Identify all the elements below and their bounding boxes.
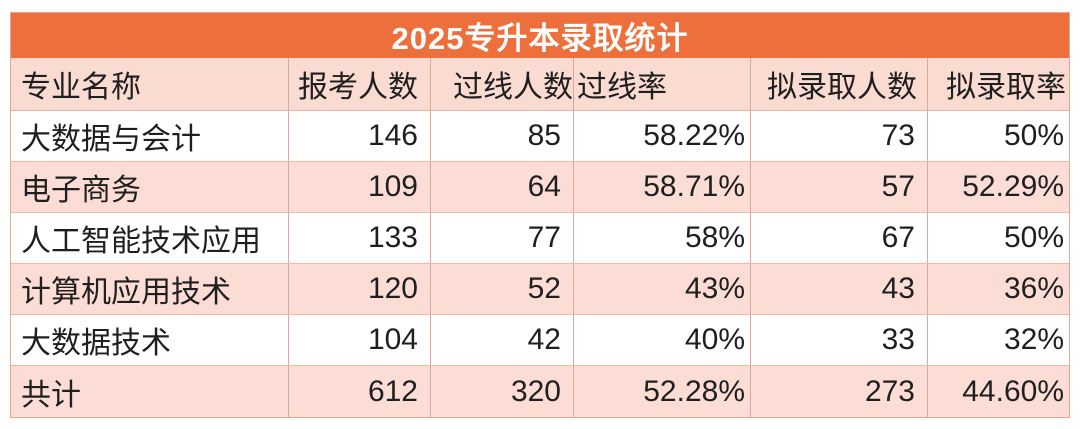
cell-admitted: 67 [751,213,928,263]
cell-major: 电子商务 [11,162,289,212]
cell-admit-rate: 50% [1003,221,1064,254]
cell-passed: 52 [431,264,574,314]
cell-applicants: 109 [289,162,431,212]
cell-passed: 64 [431,162,574,212]
cell-passed: 85 [431,111,574,161]
cell-admit-rate: 52.29% [962,170,1064,203]
cell-pass-rate: 58.71% [574,162,751,212]
table-row: 人工智能技术应用 133 77 58% 67 50% [11,213,1069,264]
table-row: 大数据技术 104 42 40% 33 32% [11,315,1069,366]
cell-admitted: 57 [751,162,928,212]
cell-pass-rate: 43% [574,264,751,314]
table-row: 大数据与会计 146 85 58.22% 73 50% [11,111,1069,162]
cell-admitted: 273 [751,366,928,417]
cell-applicants: 612 [289,366,431,417]
column-header-major: 专业名称 [11,58,289,110]
cell-applicants: 146 [289,111,431,161]
column-header-applicants: 报考人数 [289,58,431,110]
cell-major: 共计 [11,366,289,417]
table-row: 电子商务 109 64 58.71% 57 52.29% [11,162,1069,213]
cell-pass-rate: 58% [574,213,751,263]
cell-pass-rate: 58.22% [574,111,751,161]
column-header-admit-rate: 拟录取率 [946,71,1066,104]
cell-major: 计算机应用技术 [11,264,289,314]
cell-passed: 42 [431,315,574,365]
cell-major: 人工智能技术应用 [11,213,289,263]
cell-admitted: 73 [751,111,928,161]
cell-admit-rate: 50% [1003,119,1064,152]
table-row-total: 共计 612 320 52.28% 273 44.60% [11,366,1069,417]
cell-admit-rate: 44.60% [962,374,1064,408]
table-title: 2025专升本录取统计 [11,13,1069,58]
cell-applicants: 104 [289,315,431,365]
cell-major: 大数据与会计 [11,111,289,161]
cell-major: 大数据技术 [11,315,289,365]
table-header-row: 专业名称 报考人数 过线人数 过线率 拟录取人数 拟录取率 [11,58,1069,111]
cell-admit-rate: 32% [1003,323,1064,356]
cell-pass-rate: 40% [574,315,751,365]
column-header-admitted: 拟录取人数 [751,58,928,110]
cell-passed: 320 [431,366,574,417]
cell-admitted: 33 [751,315,928,365]
cell-admit-rate: 36% [1003,272,1064,305]
cell-pass-rate: 52.28% [574,366,751,417]
table-row: 计算机应用技术 120 52 43% 43 36% [11,264,1069,315]
column-header-passed: 过线人数 [431,58,574,110]
cell-applicants: 133 [289,213,431,263]
cell-passed: 77 [431,213,574,263]
cell-admitted: 43 [751,264,928,314]
column-header-pass-rate: 过线率 [574,58,751,110]
cell-applicants: 120 [289,264,431,314]
admission-stats-table: 2025专升本录取统计 专业名称 报考人数 过线人数 过线率 拟录取人数 拟录取… [10,12,1070,418]
